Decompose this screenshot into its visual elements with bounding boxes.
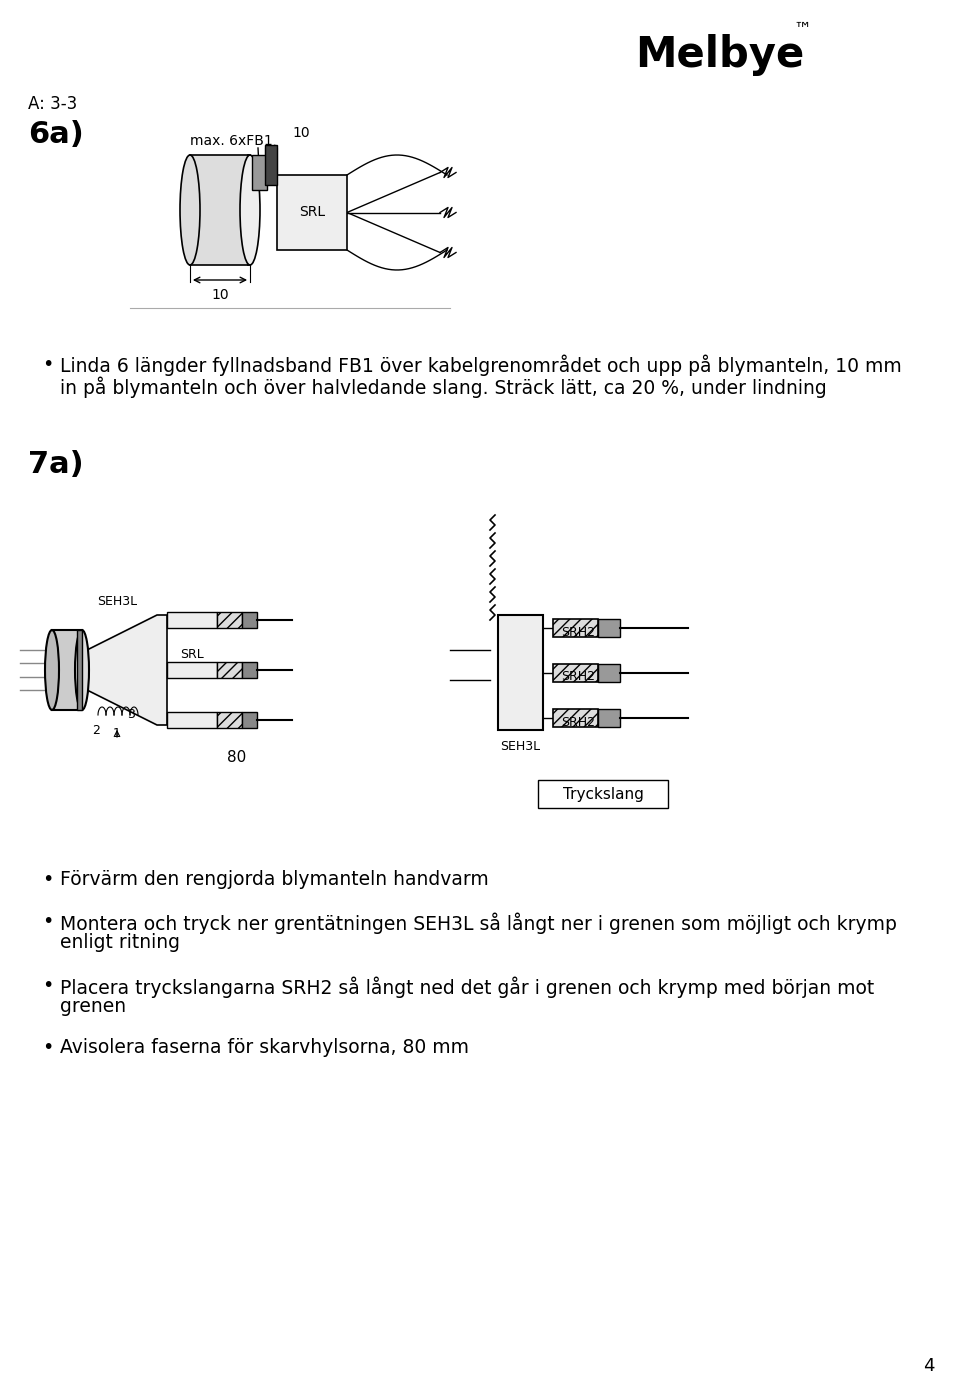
- Text: •: •: [42, 355, 54, 374]
- Text: •: •: [42, 870, 54, 888]
- Bar: [598, 619, 620, 637]
- Text: Melbye: Melbye: [635, 34, 804, 75]
- Text: 6a): 6a): [28, 120, 84, 149]
- Text: SRH2: SRH2: [561, 715, 595, 728]
- Text: 80: 80: [228, 750, 247, 766]
- Bar: [217, 712, 242, 728]
- Text: 2: 2: [92, 724, 100, 736]
- Text: SEH3L: SEH3L: [97, 595, 137, 608]
- Bar: [242, 712, 257, 728]
- Bar: [265, 145, 277, 184]
- Bar: [190, 155, 250, 265]
- Text: grenen: grenen: [60, 997, 126, 1016]
- Text: A: 3-3: A: 3-3: [28, 95, 77, 113]
- Bar: [52, 630, 82, 710]
- Text: in på blymanteln och över halvledande slang. Sträck lätt, ca 20 %, under lindnin: in på blymanteln och över halvledande sl…: [60, 377, 827, 398]
- Bar: [498, 615, 543, 731]
- Bar: [242, 662, 257, 678]
- Ellipse shape: [75, 630, 89, 710]
- Ellipse shape: [180, 155, 200, 265]
- Text: 4: 4: [924, 1356, 935, 1375]
- Text: enligt ritning: enligt ritning: [60, 933, 180, 951]
- Ellipse shape: [240, 155, 260, 265]
- Text: 3: 3: [127, 708, 134, 721]
- Bar: [598, 664, 620, 682]
- Text: Avisolera faserna för skarvhylsorna, 80 mm: Avisolera faserna för skarvhylsorna, 80 …: [60, 1038, 469, 1058]
- Bar: [598, 708, 620, 726]
- Text: SRL: SRL: [180, 648, 204, 661]
- Text: 7a): 7a): [28, 450, 84, 479]
- Text: ™: ™: [793, 21, 811, 39]
- Text: Placera tryckslangarna SRH2 så långt ned det går i grenen och krymp med början m: Placera tryckslangarna SRH2 så långt ned…: [60, 977, 875, 997]
- Text: SRL: SRL: [299, 205, 325, 219]
- Text: max. 6xFB1: max. 6xFB1: [190, 134, 273, 148]
- Text: SRH2: SRH2: [561, 626, 595, 638]
- Bar: [217, 612, 242, 629]
- Text: 10: 10: [211, 288, 228, 302]
- Text: •: •: [42, 912, 54, 930]
- Text: Tryckslang: Tryckslang: [563, 787, 643, 802]
- Ellipse shape: [45, 630, 59, 710]
- Bar: [538, 780, 668, 807]
- Text: Linda 6 längder fyllnadsband FB1 över kabelgrenområdet och upp på blymanteln, 10: Linda 6 längder fyllnadsband FB1 över ka…: [60, 355, 901, 377]
- Text: •: •: [42, 977, 54, 995]
- Bar: [252, 155, 267, 190]
- Text: Montera och tryck ner grentätningen SEH3L så långt ner i grenen som möjligt och : Montera och tryck ner grentätningen SEH3…: [60, 912, 897, 933]
- Bar: [217, 662, 242, 678]
- Bar: [77, 630, 82, 710]
- Text: 1: 1: [113, 726, 121, 740]
- Polygon shape: [87, 615, 167, 725]
- Bar: [553, 664, 598, 682]
- Text: SEH3L: SEH3L: [500, 740, 540, 753]
- Text: •: •: [42, 1038, 54, 1058]
- Bar: [167, 612, 217, 629]
- Bar: [167, 662, 217, 678]
- Bar: [242, 612, 257, 629]
- Bar: [167, 712, 217, 728]
- Text: SRH2: SRH2: [561, 671, 595, 683]
- Bar: [553, 619, 598, 637]
- Bar: [553, 708, 598, 726]
- Text: Förvärm den rengjorda blymanteln handvarm: Förvärm den rengjorda blymanteln handvar…: [60, 870, 489, 888]
- Bar: [277, 175, 347, 250]
- Text: 10: 10: [292, 126, 310, 140]
